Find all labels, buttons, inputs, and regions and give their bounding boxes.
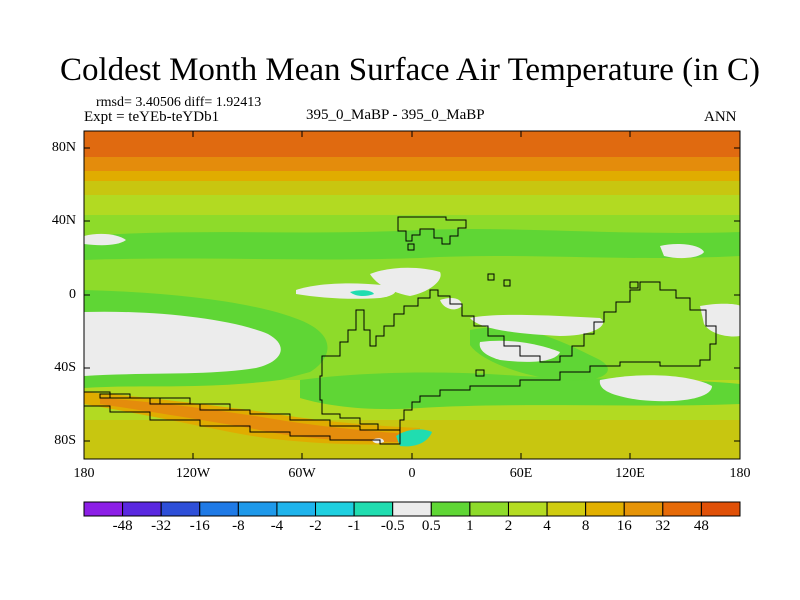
lon-label-60w: 60W: [288, 466, 316, 481]
axis-ticks: [84, 131, 740, 459]
white-patch-east: [599, 375, 712, 402]
continent-sw-box: [99, 393, 231, 411]
colorbar-box: [469, 501, 509, 517]
map-title: Coldest Month Mean Surface Air Temperatu…: [60, 52, 760, 88]
colorbar-box: [700, 501, 741, 517]
colorbar-box: [623, 501, 664, 517]
lat-label-0: 0: [69, 287, 76, 302]
colorbar-label: -8: [232, 518, 245, 534]
colorbar-label: -2: [309, 518, 322, 534]
island-5: [629, 281, 639, 289]
white-patch-indo: [470, 314, 604, 336]
island-4: [503, 279, 511, 287]
lon-label-0: 0: [408, 466, 416, 481]
colorbar-label: 48: [693, 518, 709, 534]
island-1: [475, 369, 485, 377]
band-temperate: [84, 181, 740, 195]
cyan-patch-atlantic: [350, 290, 374, 297]
map-field: [84, 131, 740, 459]
colorbar-label: 2: [504, 518, 513, 534]
lon-label-120w: 120W: [175, 466, 211, 481]
lat-label-80s: 80S: [54, 433, 76, 448]
colorbar-label: 0.5: [421, 518, 441, 534]
island-2: [407, 243, 415, 251]
continent-outlines: [84, 216, 717, 445]
colorbar-label: -32: [151, 518, 172, 534]
colorbar-box: [315, 501, 355, 517]
experiment-label: Expt = teYEb-teYDb1: [84, 109, 220, 125]
white-patch-far-east: [660, 244, 704, 259]
hot-band-south: [100, 398, 410, 442]
white-patch-nw-small: [84, 233, 126, 246]
colorbar-label: -1: [347, 518, 361, 534]
white-patch-africa-n: [370, 267, 441, 296]
season-label: ANN: [704, 109, 737, 125]
cyan-patch-south: [396, 429, 432, 447]
colorbar-box: [430, 501, 471, 517]
colorbar-label: -16: [189, 518, 210, 534]
continent-north: [397, 216, 467, 245]
band-mid-lat: [84, 171, 740, 181]
colorbar-box: [585, 501, 625, 517]
green-patch-north: [84, 229, 740, 260]
colorbar-box: [507, 501, 548, 517]
white-patch-pacific: [84, 311, 281, 376]
band-subtropic: [84, 195, 740, 215]
colorbar-box: [546, 501, 587, 517]
colorbar-box: [83, 501, 124, 517]
white-patch-west-pacific: [700, 303, 740, 337]
colorbar-label: -4: [270, 518, 284, 534]
lon-label-60e: 60E: [509, 466, 533, 481]
colorbar-label: 16: [616, 518, 632, 534]
lon-label-180w: 180: [73, 466, 95, 481]
lat-label-40n: 40N: [51, 213, 76, 228]
colorbar-label: 4: [543, 518, 551, 534]
colorbar-label: 8: [581, 518, 590, 534]
colorbar-box: [160, 501, 201, 517]
colorbar-label: -48: [112, 518, 133, 534]
colorbar-box: [237, 501, 278, 517]
colorbar-box: [276, 501, 317, 517]
rmsd-diff-stats: rmsd= 3.40506 diff= 1.92413: [96, 95, 262, 110]
band-high-lat: [84, 157, 740, 171]
colorbar-box: [199, 501, 239, 517]
colorbar-box: [353, 501, 394, 517]
colorbar: [83, 501, 741, 517]
colorbar-label: 32: [655, 518, 671, 534]
lat-label-80n: 80N: [51, 140, 76, 155]
island-3: [487, 273, 495, 281]
lon-label-120e: 120E: [615, 466, 645, 481]
colorbar-box: [662, 501, 702, 517]
colorbar-label: 1: [466, 518, 474, 534]
colorbar-label: -0.5: [380, 518, 405, 534]
comparison-label: 395_0_MaBP - 395_0_MaBP: [306, 107, 485, 123]
lon-label-180e: 180: [729, 466, 751, 481]
colorbar-box: [392, 501, 432, 517]
lat-label-40s: 40S: [54, 360, 76, 375]
colorbar-box: [122, 501, 162, 517]
